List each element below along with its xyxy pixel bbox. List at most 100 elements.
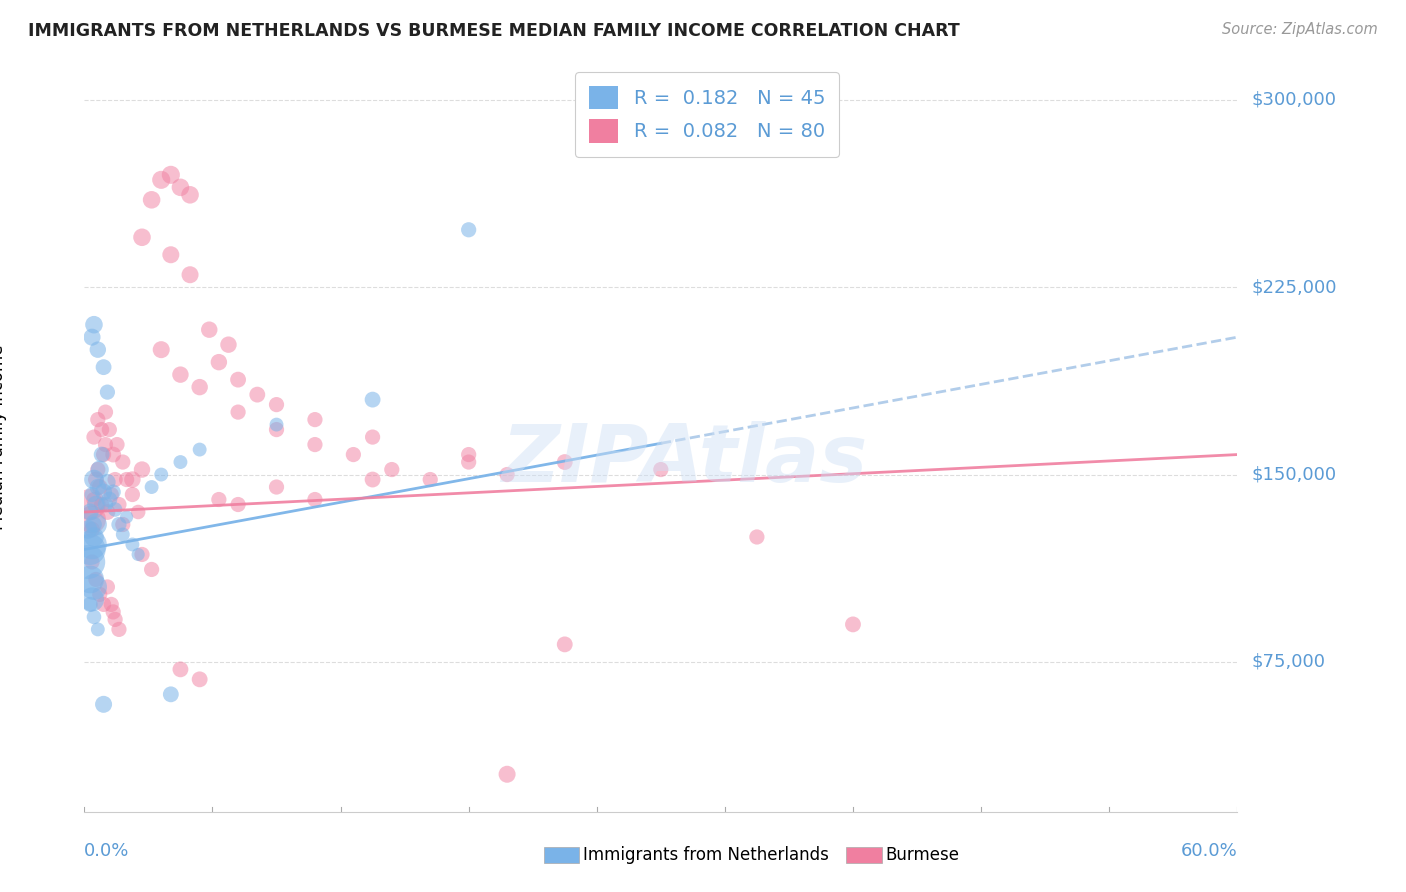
Point [100, 598, 122, 612]
Point [496, 467, 519, 482]
Text: Burmese: Burmese [886, 847, 960, 864]
Point [160, 687, 183, 701]
Point [304, 437, 326, 451]
Point [169, 368, 191, 382]
Text: $75,000: $75,000 [1251, 653, 1324, 671]
Point [554, 455, 576, 469]
Text: ZIPAtlas: ZIPAtlas [501, 420, 868, 499]
Point [90, 423, 112, 437]
Point [93, 485, 115, 500]
Point [121, 487, 143, 501]
Point [304, 412, 326, 426]
Point [104, 612, 127, 626]
Point [115, 473, 138, 487]
Point [150, 173, 173, 187]
Point [304, 492, 326, 507]
Point [96, 505, 118, 519]
Point [208, 355, 231, 369]
Point [218, 337, 240, 351]
Point [87, 462, 110, 476]
Point [127, 505, 149, 519]
Point [141, 193, 163, 207]
Text: Immigrants from Netherlands: Immigrants from Netherlands [583, 847, 830, 864]
Point [80, 330, 103, 344]
Point [169, 180, 191, 194]
Point [93, 448, 115, 462]
Point [226, 373, 249, 387]
Point [89, 587, 111, 601]
Text: 60.0%: 60.0% [1181, 842, 1237, 860]
Point [342, 448, 364, 462]
Point [83, 473, 105, 487]
Point [103, 485, 124, 500]
Point [94, 405, 117, 419]
Point [111, 527, 134, 541]
Point [96, 475, 118, 489]
Point [80, 512, 103, 526]
Point [103, 448, 124, 462]
Point [842, 617, 865, 632]
Text: 0.0%: 0.0% [84, 842, 129, 860]
Point [100, 487, 122, 501]
Point [79, 542, 101, 557]
Point [94, 498, 117, 512]
Point [127, 548, 149, 562]
Point [266, 480, 288, 494]
Point [150, 343, 173, 357]
Point [77, 555, 100, 569]
Point [208, 492, 231, 507]
Point [169, 455, 191, 469]
Point [554, 637, 576, 651]
Point [457, 223, 479, 237]
Point [84, 517, 107, 532]
Point [108, 517, 131, 532]
Point [419, 473, 441, 487]
Point [87, 623, 110, 637]
Legend: R =  0.182   N = 45, R =  0.082   N = 80: R = 0.182 N = 45, R = 0.082 N = 80 [575, 72, 838, 157]
Point [266, 417, 288, 432]
Point [745, 530, 768, 544]
Text: $225,000: $225,000 [1251, 278, 1337, 296]
Point [226, 405, 249, 419]
Point [80, 523, 103, 537]
Point [108, 623, 131, 637]
Point [361, 430, 384, 444]
Point [93, 598, 115, 612]
Point [80, 555, 103, 569]
Point [90, 448, 112, 462]
Point [361, 392, 384, 407]
Point [115, 510, 138, 524]
Point [98, 423, 121, 437]
Point [160, 248, 183, 262]
Point [90, 498, 112, 512]
Text: IMMIGRANTS FROM NETHERLANDS VS BURMESE MEDIAN FAMILY INCOME CORRELATION CHART: IMMIGRANTS FROM NETHERLANDS VS BURMESE M… [28, 22, 960, 40]
Point [96, 385, 118, 400]
Point [77, 523, 100, 537]
Point [83, 430, 105, 444]
Point [84, 573, 107, 587]
Point [121, 537, 143, 551]
Point [226, 498, 249, 512]
Point [80, 537, 103, 551]
Point [457, 455, 479, 469]
Point [150, 467, 173, 482]
Point [89, 480, 111, 494]
Point [266, 398, 288, 412]
Point [79, 573, 101, 587]
Point [266, 423, 288, 437]
Point [96, 580, 118, 594]
Point [94, 437, 117, 451]
Point [87, 343, 110, 357]
Point [105, 437, 128, 451]
Point [361, 473, 384, 487]
Point [457, 448, 479, 462]
Point [108, 498, 131, 512]
Point [141, 480, 163, 494]
Point [111, 455, 134, 469]
Point [160, 168, 183, 182]
Point [80, 487, 103, 501]
Point [104, 502, 127, 516]
Point [179, 268, 201, 282]
Point [650, 462, 672, 476]
Point [188, 442, 211, 457]
